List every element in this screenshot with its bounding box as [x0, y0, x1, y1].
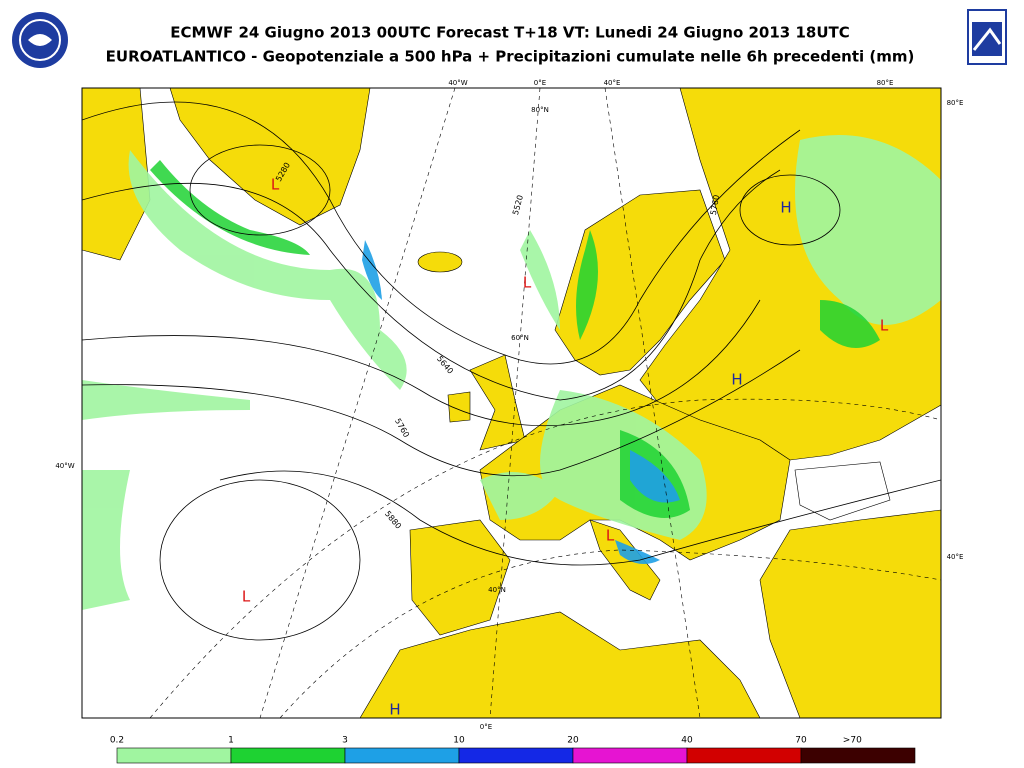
legend-label: >70 — [843, 736, 862, 746]
legend-swatch — [800, 747, 916, 764]
pressure-center: L — [523, 274, 532, 292]
graticule-label: 60°N — [511, 334, 529, 342]
pressure-center: L — [880, 317, 889, 335]
pressure-center: L — [242, 588, 251, 606]
legend-label: 1 — [228, 736, 234, 746]
graticule-label: 40°E — [947, 553, 964, 561]
legend-label: 20 — [567, 736, 579, 746]
map — [82, 88, 941, 718]
graticule-label: 80°E — [877, 79, 894, 87]
graticule-label: 40°E — [604, 79, 621, 87]
graticule-label: 0°E — [480, 723, 492, 731]
graticule-label: 0°E — [534, 79, 546, 87]
legend-swatch — [686, 747, 802, 764]
pressure-center: H — [389, 701, 400, 719]
graticule-label: 40°N — [488, 586, 506, 594]
graticule-label: 40°W — [448, 79, 467, 87]
graticule-label: 40°W — [55, 462, 74, 470]
legend-label: 3 — [342, 736, 348, 746]
legend-label: 10 — [453, 736, 465, 746]
pressure-center: L — [271, 176, 280, 194]
graticule-label: 80°N — [531, 106, 549, 114]
pressure-center: L — [606, 527, 615, 545]
logo-right — [967, 9, 1007, 65]
graticule-label: 80°E — [947, 99, 964, 107]
contour-label: 5760 — [709, 194, 721, 216]
legend-label: 70 — [795, 736, 807, 746]
legend-label: 0.2 — [110, 736, 124, 746]
pressure-center: H — [780, 199, 791, 217]
legend-swatch — [230, 747, 346, 764]
legend-swatch — [458, 747, 574, 764]
legend-label: 40 — [681, 736, 693, 746]
title: ECMWF 24 Giugno 2013 00UTC Forecast T+18… — [170, 24, 849, 42]
map-frame — [81, 87, 942, 719]
legend-swatch — [116, 747, 232, 764]
legend-swatch — [344, 747, 460, 764]
legend-swatch — [572, 747, 688, 764]
subtitle: EUROATLANTICO - Geopotenziale a 500 hPa … — [106, 48, 915, 66]
pressure-center: H — [731, 371, 742, 389]
logo-left — [12, 12, 68, 68]
